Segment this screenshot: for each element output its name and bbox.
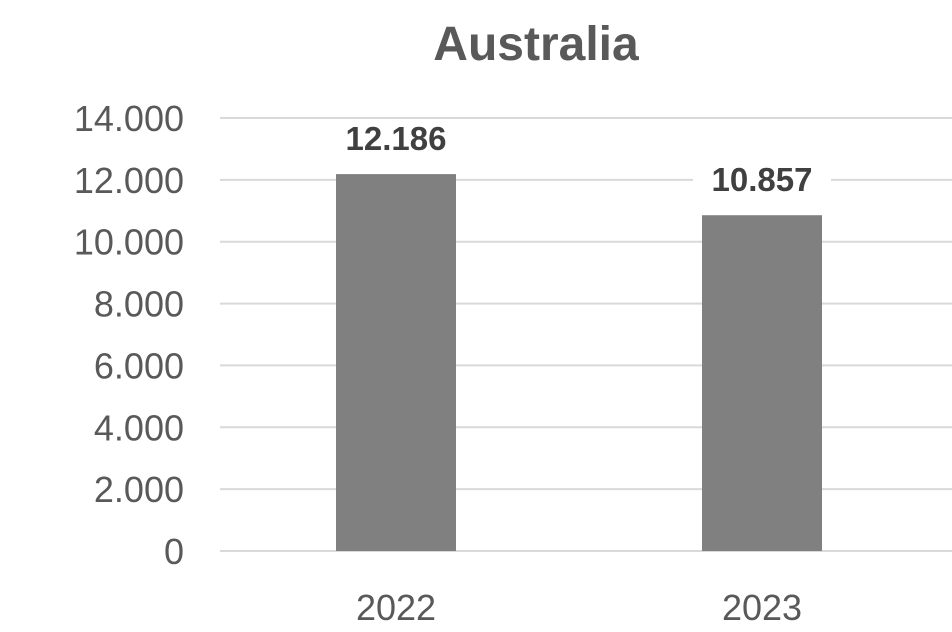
bar-2022 (336, 174, 456, 551)
x-axis-category-labels: 2022 2023 (356, 587, 802, 628)
data-label-background (327, 120, 465, 163)
chart-title: Australia (433, 18, 639, 71)
bars (336, 174, 822, 551)
y-tick-label: 10.000 (74, 222, 184, 263)
x-tick-label-2023: 2023 (722, 587, 802, 627)
data-label-background (693, 161, 831, 204)
y-tick-label: 8.000 (94, 284, 184, 325)
data-label-2023: 10.857 (712, 161, 813, 198)
y-tick-label: 12.000 (74, 160, 184, 201)
y-axis-tick-labels: 0 2.000 4.000 6.000 8.000 10.000 12.000 14.000 (74, 98, 184, 572)
data-labels: 12.186 10.857 (327, 120, 831, 204)
y-tick-label: 0 (164, 531, 184, 572)
data-label-2022: 12.186 (346, 120, 447, 157)
y-tick-label: 4.000 (94, 407, 184, 448)
bar-2023 (702, 215, 822, 551)
y-tick-label: 14.000 (74, 98, 184, 139)
y-tick-label: 2.000 (94, 469, 184, 510)
gridlines (220, 117, 952, 552)
y-tick-label: 6.000 (94, 345, 184, 386)
x-tick-label-2022: 2022 (356, 587, 436, 627)
